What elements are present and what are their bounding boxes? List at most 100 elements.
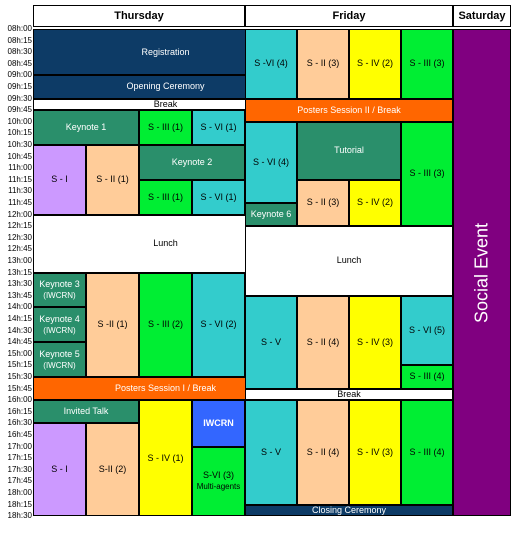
time-label: 17h:45 (7, 476, 32, 486)
session-block: S - IV (2) (349, 179, 401, 227)
session-label: S - VI (5) (408, 325, 445, 336)
session-label: Closing Ceremony (311, 504, 387, 515)
session-block: S - II (3) (297, 179, 349, 227)
time-label: 08h:00 (7, 24, 32, 33)
session-block: Posters Session I / Break (33, 377, 298, 401)
session-label: Keynote 5 (39, 348, 80, 359)
time-label: 10h:45 (7, 151, 32, 161)
session-label: S - II (3) (306, 197, 340, 208)
time-label: 18h:15 (7, 499, 32, 509)
session-block: S - IV (3) (349, 295, 401, 389)
session-block: S - VI (2) (192, 272, 245, 377)
session-block: Posters Session II / Break (245, 98, 453, 122)
header-saturday: Saturday (453, 5, 511, 27)
session-block: S - V (245, 400, 297, 505)
session-label: S-VI (3) (202, 470, 234, 481)
time-label: 13h:30 (7, 279, 32, 289)
time-label: 12h:00 (7, 209, 32, 219)
session-label: Keynote 1 (65, 122, 107, 133)
time-label: 15h:15 (7, 360, 32, 370)
session-block: IWCRN (192, 400, 245, 447)
time-label: 11h:15 (8, 174, 32, 184)
header-friday: Friday (245, 5, 453, 27)
session-label: S - IV (2) (356, 58, 393, 69)
session-label: Opening Ceremony (126, 81, 205, 92)
session-sublabel: (IWCRN) (43, 290, 76, 300)
time-label: 09h:15 (7, 82, 32, 91)
session-label: Posters Session II / Break (297, 104, 401, 115)
session-label: S - III (3) (409, 58, 445, 69)
session-block: Opening Ceremony (33, 75, 298, 99)
session-block: Keynote 2 (139, 145, 245, 180)
time-label: 17h:15 (7, 453, 32, 463)
session-label: Posters Session I / Break (114, 383, 217, 394)
time-label: 13h:45 (7, 290, 32, 300)
session-label: Break (153, 98, 178, 109)
session-label: S - III (2) (147, 319, 183, 330)
session-label: S - IV (3) (356, 446, 393, 457)
session-label: S - II (4) (306, 446, 340, 457)
session-label: S - II (4) (306, 336, 340, 347)
session-block: S - III (1) (139, 110, 192, 145)
session-label: Tutorial (334, 145, 364, 156)
session-label: S - II (1) (96, 174, 129, 185)
session-label: Social Event (471, 222, 492, 323)
session-block: Keynote 3 (IWCRN) (33, 272, 86, 308)
session-block: Keynote 1 (33, 110, 139, 145)
time-label: 18h:30 (7, 511, 32, 521)
session-block: Closing Ceremony (245, 504, 453, 517)
session-block: S - IV (3) (349, 400, 401, 505)
session-block: S - VI (5) (401, 295, 453, 366)
session-label: S - IV (2) (356, 197, 393, 208)
session-label: S - I (51, 174, 68, 185)
session-block: Lunch (245, 226, 453, 296)
time-label: 09h:00 (7, 70, 32, 80)
session-label: Lunch (153, 238, 178, 249)
session-block: Invited Talk (33, 400, 139, 424)
session-block: S - II (1) (86, 145, 139, 215)
session-block: S - I (33, 145, 86, 215)
session-sublabel: Multi-agents (196, 482, 241, 492)
header-thursday: Thursday (33, 5, 245, 27)
session-label: S -VI (4) (254, 58, 288, 69)
session-label: S - IV (1) (147, 452, 184, 463)
time-label: 13h:15 (7, 267, 32, 277)
session-block: S -VI (4) (245, 29, 297, 99)
time-label: 16h:00 (7, 395, 32, 405)
time-label: 14h:00 (7, 302, 32, 312)
session-block: S - III (3) (401, 29, 453, 99)
session-block: S - III (3) (401, 121, 453, 227)
session-block: S -II (1) (86, 272, 139, 377)
time-label: 12h:15 (7, 221, 32, 231)
session-sublabel: (IWCRN) (43, 360, 76, 370)
session-label: S - III (4) (409, 446, 445, 457)
time-label: 16h:15 (7, 406, 32, 416)
session-label: S - III (1) (147, 191, 183, 202)
time-label: 08h:15 (7, 35, 32, 45)
session-label: S - VI (4) (252, 156, 289, 167)
session-block: S - III (2) (139, 272, 192, 377)
session-label: Break (337, 388, 361, 399)
session-block: Keynote 6 (245, 203, 297, 227)
time-label: 18h:00 (7, 488, 32, 497)
time-label: 14h:45 (7, 337, 32, 347)
session-block: Keynote 4 (IWCRN) (33, 307, 86, 343)
session-label: Keynote 3 (39, 278, 80, 289)
time-label: 15h:00 (7, 348, 32, 358)
session-label: Keynote 2 (171, 156, 213, 167)
session-block: S-II (2) (86, 423, 139, 517)
time-label: 11h:00 (8, 163, 32, 173)
session-label: S - IV (3) (356, 336, 393, 347)
time-label: 10h:15 (7, 128, 32, 138)
session-block: S - VI (1) (192, 179, 245, 215)
session-label: Registration (141, 46, 190, 57)
time-label: 08h:30 (7, 47, 32, 57)
session-block: Break (245, 388, 453, 401)
time-label: 14h:30 (7, 325, 32, 335)
session-block: S - V (245, 295, 297, 389)
session-sublabel: (IWCRN) (43, 325, 76, 335)
time-label: 08h:45 (7, 58, 32, 68)
session-block: Keynote 5 (IWCRN) (33, 342, 86, 377)
session-block: S - II (4) (297, 400, 349, 505)
